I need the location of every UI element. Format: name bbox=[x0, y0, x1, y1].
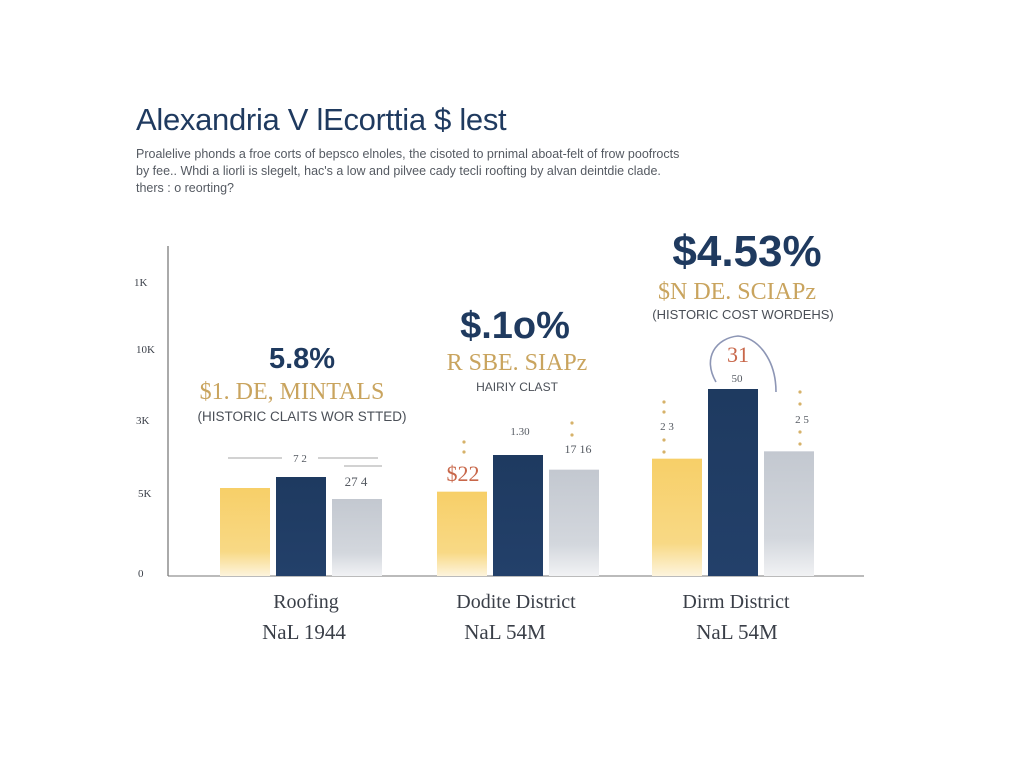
y-tick-label: 0 bbox=[138, 568, 144, 580]
category-label: Dirm District bbox=[682, 591, 790, 613]
bar-grey bbox=[764, 451, 814, 576]
subtitle-line: Proalelive phonds a froe corts of bepsco… bbox=[136, 147, 680, 161]
bar-label-connector bbox=[228, 457, 382, 467]
bar-value-label: 2 5 bbox=[795, 414, 809, 426]
group-headline: $4.53% bbox=[672, 227, 821, 276]
bar-accent-label: 31 bbox=[727, 342, 749, 367]
bar-value-label: 2 3 bbox=[660, 421, 674, 433]
group-note: (HISTORIC COST WORDEHS) bbox=[652, 307, 834, 322]
group-note: HAIRIY CLAST bbox=[476, 380, 558, 394]
group-tagline: R SBE. SIAPz bbox=[447, 350, 588, 376]
bar-gold bbox=[437, 491, 487, 576]
y-tick-label: 5K bbox=[138, 488, 152, 500]
group-headline: 5.8% bbox=[269, 343, 335, 375]
subtitle-line: by fee.. Whdi a liorli is slegelt, hac's… bbox=[136, 164, 661, 178]
category-sublabel: NaL 1944 bbox=[262, 620, 346, 644]
bar-value-label: 7 2 bbox=[293, 453, 307, 465]
bar-grey bbox=[332, 499, 382, 576]
bar-grey bbox=[549, 469, 599, 576]
y-tick-label: 1K bbox=[134, 277, 148, 289]
bar-gold bbox=[652, 458, 702, 576]
bar-navy bbox=[708, 389, 758, 576]
bar-value-label: 1.30 bbox=[510, 426, 530, 438]
group-tagline: $1. DE, MINTALS bbox=[200, 379, 385, 405]
group-note: (HISTORIC CLAITS WOR STTED) bbox=[197, 409, 406, 424]
group-headline: $.1o% bbox=[460, 305, 570, 347]
bar-navy bbox=[493, 455, 543, 576]
category-sublabel: NaL 54M bbox=[696, 620, 778, 644]
bar-navy bbox=[276, 477, 326, 576]
subtitle-line: thers : o reorting? bbox=[136, 181, 234, 195]
bar-label-connector bbox=[662, 390, 802, 454]
y-tick-label: 3K bbox=[136, 415, 150, 427]
category-label: Dodite District bbox=[456, 591, 576, 613]
bar-value-label: 17 16 bbox=[565, 442, 592, 456]
chart-subtitle: Proalelive phonds a froe corts of bepsco… bbox=[136, 146, 776, 197]
chart-title: Alexandria V lEcorttia $ lest bbox=[136, 102, 507, 137]
y-tick-label: 10K bbox=[136, 344, 155, 356]
bar-accent-label: $22 bbox=[447, 461, 480, 486]
group-tagline: $N DE. SCIAPz bbox=[658, 279, 816, 305]
bar-gold bbox=[220, 488, 270, 576]
category-label: Roofing bbox=[273, 591, 339, 613]
bar-label-connector bbox=[709, 335, 777, 393]
bar-value-label: 50 bbox=[732, 373, 744, 385]
category-sublabel: NaL 54M bbox=[464, 620, 546, 644]
bar-value-label: 27 4 bbox=[345, 474, 368, 489]
bar-label-connector bbox=[462, 421, 574, 454]
bars bbox=[220, 389, 814, 576]
